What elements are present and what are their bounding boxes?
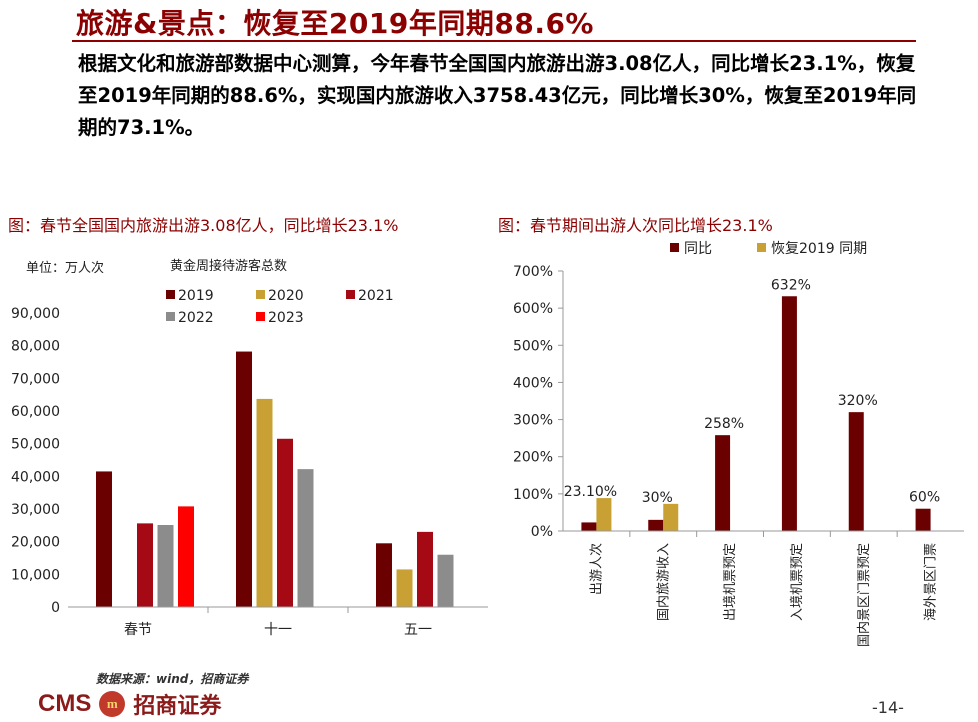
company-logo: CMS m 招商证券 xyxy=(38,688,221,720)
legend-label-2022: 2022 xyxy=(178,310,214,326)
y-tick-label: 40,000 xyxy=(11,469,60,485)
legend-label-同比: 同比 xyxy=(684,241,712,257)
y-tick-label: 300% xyxy=(513,413,553,429)
x-tick-label: 出境机票预定 xyxy=(723,543,738,621)
data-label: 23.10% xyxy=(564,484,617,500)
bar-2019-十一 xyxy=(236,351,252,607)
legend-swatch-2019 xyxy=(166,290,175,299)
legend-label-2021: 2021 xyxy=(358,288,394,304)
legend-swatch-2023 xyxy=(256,312,265,321)
chart-subtitle: 黄金周接待游客总数 xyxy=(170,258,287,274)
bar-2022-春节 xyxy=(157,525,174,607)
bar-2022-五一 xyxy=(437,554,454,607)
legend-swatch-恢复2019 同期 xyxy=(757,243,766,252)
y-tick-label: 500% xyxy=(513,338,553,354)
y-tick-label: 0% xyxy=(531,524,553,540)
right-chart-title: 图：春节期间出游人次同比增长23.1% xyxy=(498,216,773,235)
data-label: 632% xyxy=(771,277,811,293)
bar-恢复2019 同期-出游人次 xyxy=(596,498,612,531)
bar-同比-国内景区门票预定 xyxy=(848,412,864,531)
bar-2021-十一 xyxy=(277,438,293,607)
y-tick-label: 50,000 xyxy=(11,437,60,453)
legend-swatch-2020 xyxy=(256,290,265,299)
bar-2019-五一 xyxy=(376,543,392,607)
legend-label-恢复2019 同期: 恢复2019 同期 xyxy=(771,240,867,257)
bar-恢复2019 同期-国内旅游收入 xyxy=(663,503,679,531)
legend-label-2020: 2020 xyxy=(268,288,304,304)
legend-label-2023: 2023 xyxy=(268,310,304,326)
bar-2023-春节 xyxy=(178,506,194,607)
bar-同比-海外景区门票 xyxy=(915,508,931,531)
x-tick-label: 入境机票预定 xyxy=(790,543,805,621)
y-tick-label: 0 xyxy=(51,600,60,616)
data-label: 258% xyxy=(704,416,744,432)
legend-swatch-2022 xyxy=(166,312,175,321)
logo-company-name: 招商证券 xyxy=(133,694,222,719)
y-tick-label: 90,000 xyxy=(11,306,60,322)
y-tick-label: 700% xyxy=(513,264,553,280)
x-tick-label: 国内景区门票预定 xyxy=(856,543,872,647)
data-label: 320% xyxy=(838,393,878,409)
legend-swatch-同比 xyxy=(670,243,679,252)
page-number: -14- xyxy=(872,698,904,717)
x-tick-label: 春节 xyxy=(124,622,152,638)
x-tick-label: 出游人次 xyxy=(588,543,604,595)
bar-同比-出境机票预定 xyxy=(715,435,731,531)
unit-label: 单位：万人次 xyxy=(26,260,104,276)
bar-2019-春节 xyxy=(96,471,112,607)
bar-2020-五一 xyxy=(396,569,413,607)
bar-2021-五一 xyxy=(417,531,433,607)
data-label: 60% xyxy=(909,490,940,506)
y-tick-label: 200% xyxy=(513,450,553,466)
summary-text: 根据文化和旅游部数据中心测算，今年春节全国国内旅游出游3.08亿人，同比增长23… xyxy=(78,52,917,139)
bar-同比-国内旅游收入 xyxy=(648,519,664,531)
data-label: 30% xyxy=(642,490,673,506)
logo-cms-text: CMS xyxy=(38,690,92,717)
logo-badge-icon: m xyxy=(99,691,126,717)
bar-2021-春节 xyxy=(137,523,153,607)
left-chart-title: 图：春节全国国内旅游出游3.08亿人，同比增长23.1% xyxy=(8,216,399,235)
data-source: 数据来源：wind，招商证券 xyxy=(96,672,249,686)
x-tick-label: 国内旅游收入 xyxy=(655,543,671,621)
bar-2020-十一 xyxy=(256,398,273,607)
bar-同比-出游人次 xyxy=(581,522,597,531)
y-tick-label: 60,000 xyxy=(11,404,60,420)
x-tick-label: 十一 xyxy=(264,622,292,638)
y-tick-label: 400% xyxy=(513,375,553,391)
legend-label-2019: 2019 xyxy=(178,288,214,304)
y-tick-label: 20,000 xyxy=(11,535,60,551)
y-tick-label: 10,000 xyxy=(11,567,60,583)
legend-swatch-2021 xyxy=(346,290,355,299)
bar-同比-入境机票预定 xyxy=(781,296,797,531)
y-tick-label: 80,000 xyxy=(11,339,60,355)
x-tick-label: 五一 xyxy=(404,622,432,638)
y-tick-label: 70,000 xyxy=(11,371,60,387)
y-tick-label: 600% xyxy=(513,301,553,317)
bar-2022-十一 xyxy=(297,469,314,607)
y-tick-label: 100% xyxy=(513,487,553,503)
page-title: 旅游&景点：恢复至2019年同期88.6% xyxy=(76,7,594,40)
y-tick-label: 30,000 xyxy=(11,502,60,518)
x-tick-label: 海外景区门票 xyxy=(924,543,939,621)
title-divider xyxy=(72,40,916,42)
